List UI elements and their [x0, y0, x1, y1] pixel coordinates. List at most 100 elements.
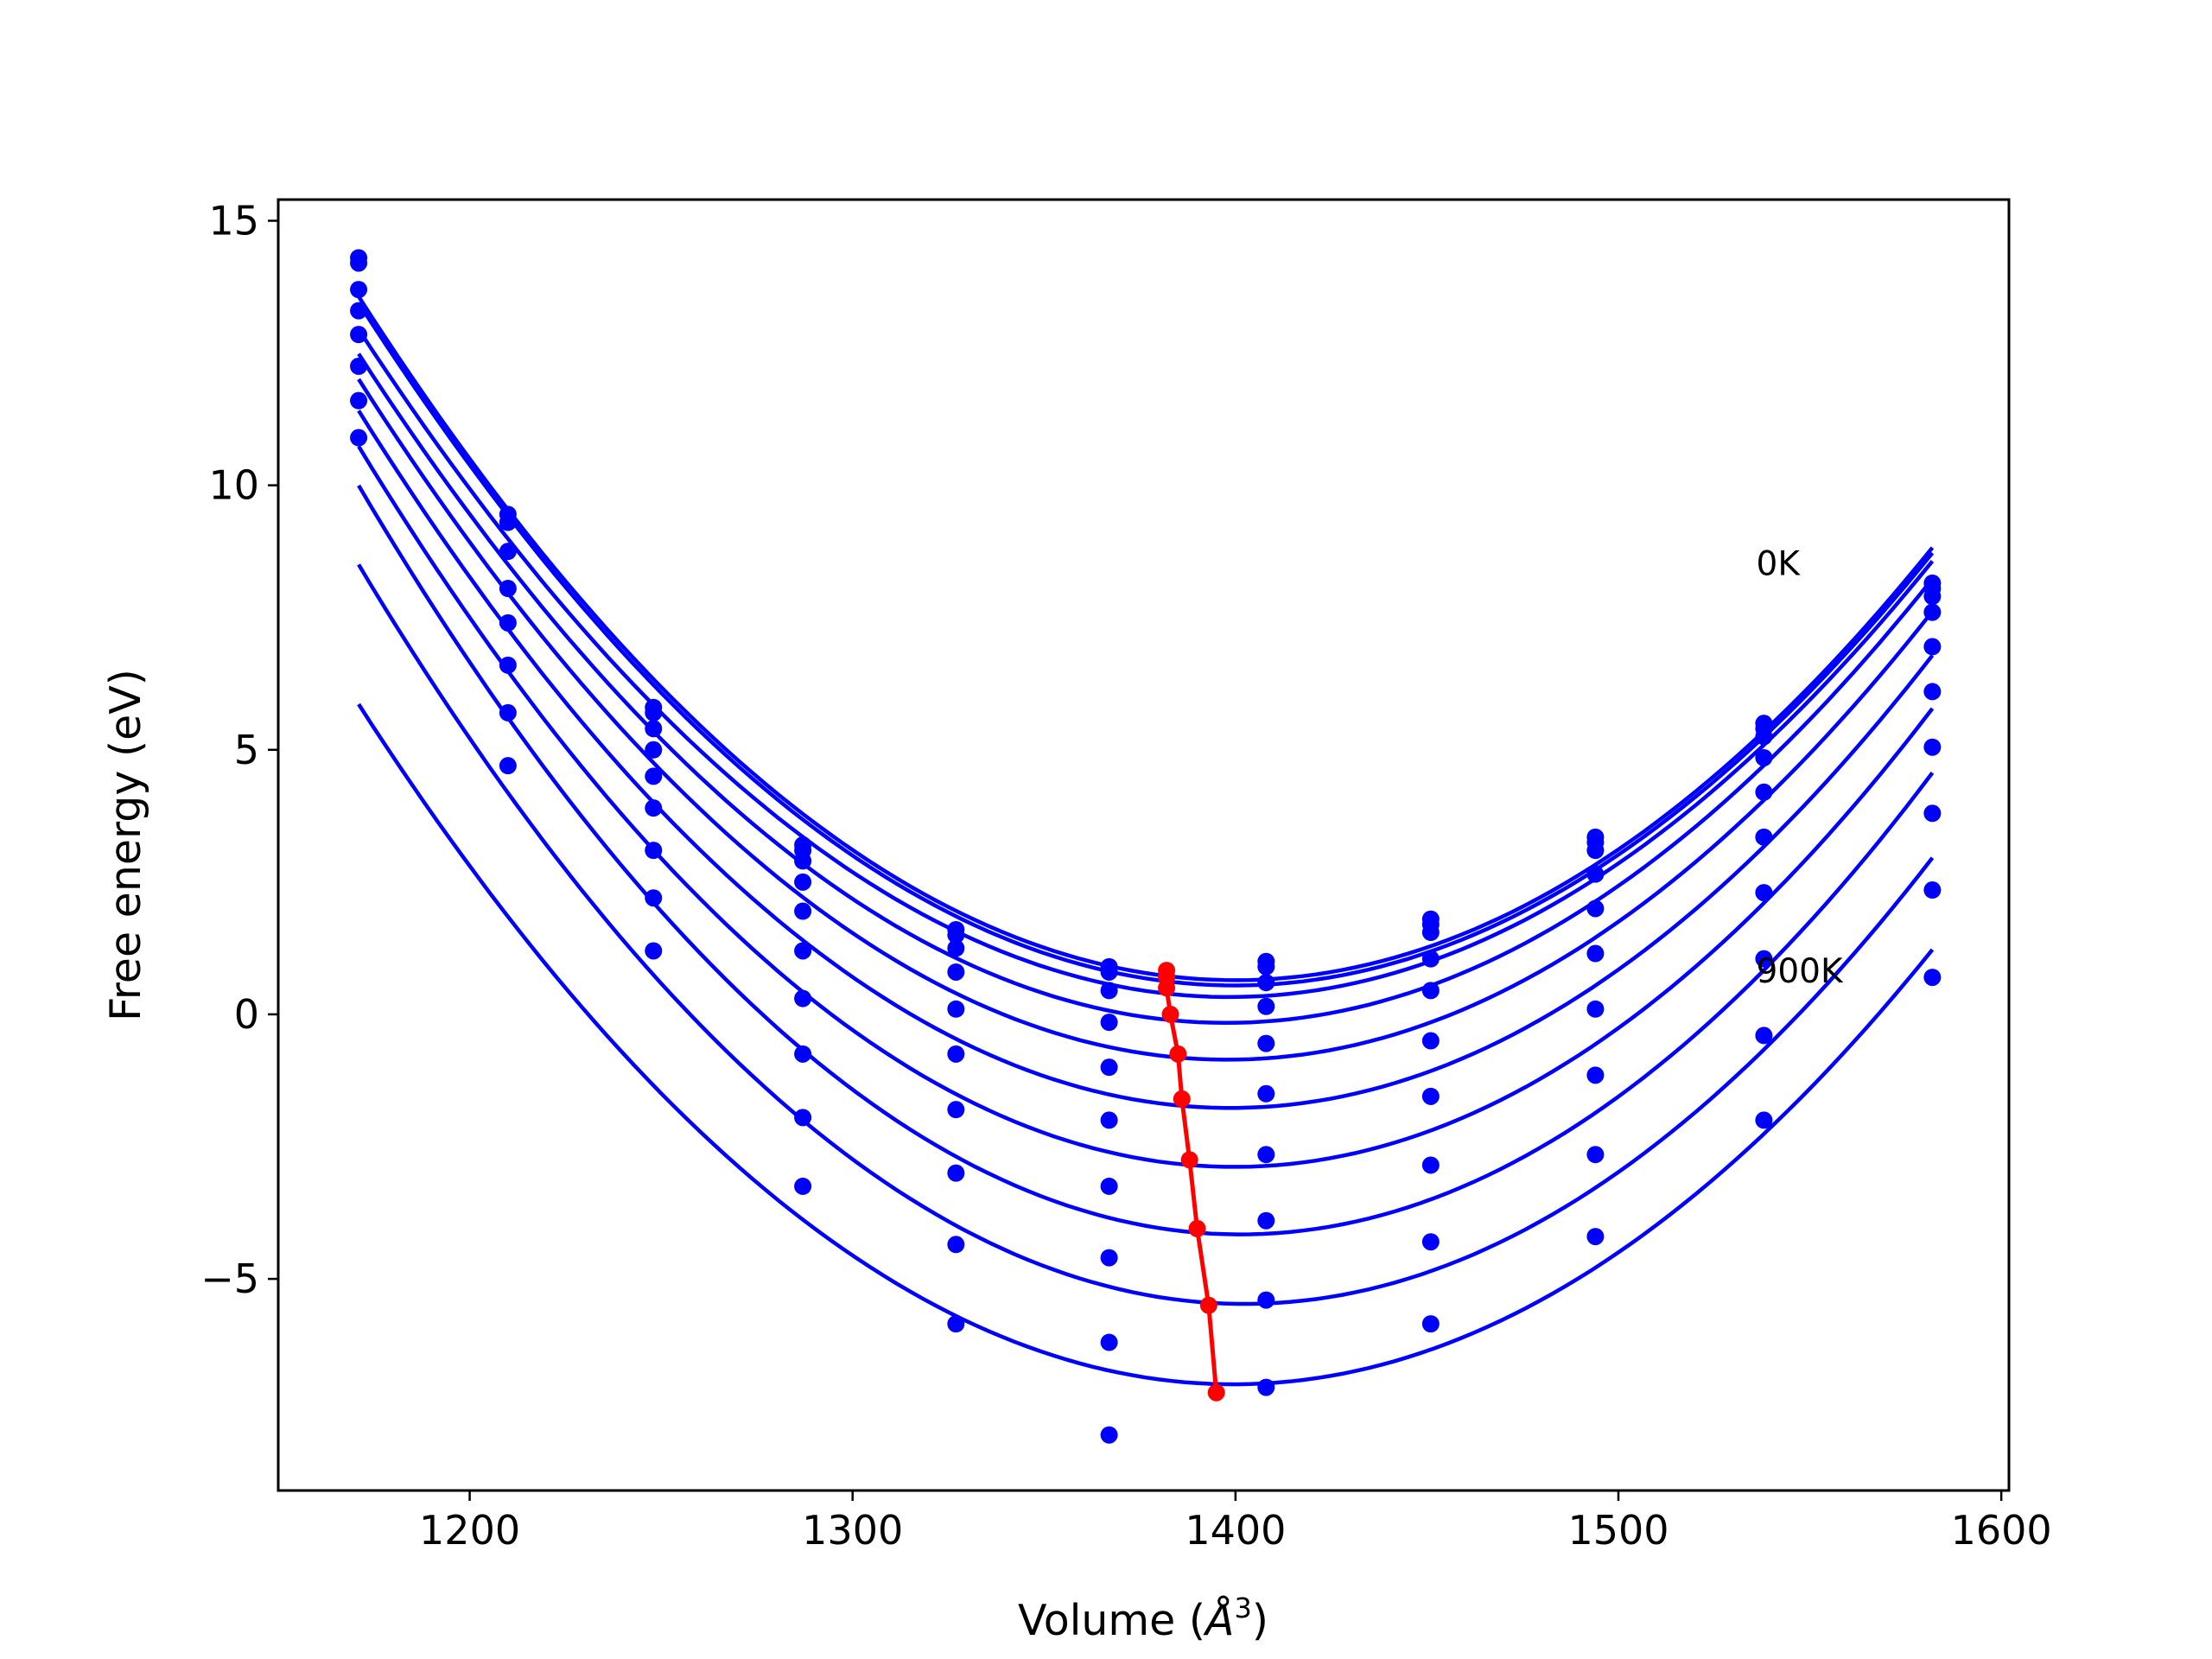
data-point-700K-1494 — [1586, 1066, 1605, 1084]
minimum-point-500K — [1173, 1090, 1191, 1108]
data-point-800K-1367 — [1100, 1333, 1118, 1351]
data-point-700K-1408 — [1257, 1211, 1275, 1230]
data-point-100K-1408 — [1257, 957, 1275, 976]
data-point-200K-1171 — [350, 281, 368, 299]
y-tick-label-15: 15 — [208, 197, 259, 244]
y-tick-label-5: 5 — [234, 727, 259, 773]
y-axis-label: Free energy (eV) — [101, 669, 150, 1021]
minimum-point-700K — [1188, 1219, 1206, 1237]
annotation-0k: 0K — [1757, 545, 1802, 584]
data-point-400K-1451 — [1421, 982, 1440, 1000]
minimum-point-300K — [1161, 1005, 1179, 1023]
data-point-300K-1582 — [1923, 603, 1942, 621]
data-point-500K-1171 — [350, 357, 368, 375]
fit-curve-400K — [357, 378, 1935, 1062]
data-point-600K-1367 — [1100, 1177, 1118, 1195]
data-point-800K-1327 — [947, 1236, 965, 1254]
data-point-300K-1408 — [1257, 997, 1275, 1015]
data-point-500K-1327 — [947, 1045, 965, 1063]
data-point-200K-1248 — [645, 720, 663, 738]
minimum-point-900K — [1207, 1383, 1225, 1402]
data-point-200K-1408 — [1257, 974, 1275, 992]
data-point-800K-1287 — [794, 1109, 812, 1127]
minima-line — [1164, 970, 1219, 1393]
data-point-300K-1327 — [947, 963, 965, 981]
fit-curve-200K — [357, 327, 1935, 1000]
data-point-100K-1367 — [1100, 963, 1118, 981]
data-point-900K-1327 — [947, 1315, 965, 1333]
x-tick-label-1400: 1400 — [1185, 1507, 1286, 1554]
x-tick-label-1500: 1500 — [1567, 1507, 1669, 1554]
data-point-600K-1494 — [1586, 1000, 1605, 1018]
x-tick-label-1200: 1200 — [419, 1507, 520, 1554]
data-point-600K-1582 — [1923, 738, 1942, 756]
data-point-500K-1451 — [1421, 1032, 1440, 1050]
data-point-500K-1494 — [1586, 944, 1605, 963]
data-point-800K-1538 — [1755, 1027, 1773, 1045]
data-point-900K-1367 — [1100, 1426, 1118, 1444]
data-point-600K-1538 — [1755, 884, 1773, 902]
data-point-900K-1494 — [1586, 1228, 1605, 1246]
data-point-800K-1451 — [1421, 1233, 1440, 1251]
fit-curve-800K — [357, 563, 1935, 1306]
data-point-400K-1582 — [1923, 638, 1942, 656]
fit-curve-600K — [357, 445, 1935, 1169]
data-point-700K-1210 — [499, 757, 517, 775]
fit-curve-300K — [357, 353, 1935, 1026]
data-point-900K-1287 — [794, 1177, 812, 1195]
data-point-600K-1327 — [947, 1101, 965, 1119]
data-point-700K-1582 — [1923, 804, 1942, 823]
data-point-500K-1210 — [499, 656, 517, 674]
data-point-500K-1538 — [1755, 828, 1773, 846]
data-point-200K-1327 — [947, 939, 965, 957]
fit-curve-500K — [357, 410, 1935, 1110]
minimum-point-600K — [1180, 1151, 1198, 1169]
fit-curves-layer — [357, 295, 1935, 1387]
data-point-500K-1367 — [1100, 1111, 1118, 1129]
data-point-400K-1287 — [794, 902, 812, 920]
minimum-point-200K — [1158, 979, 1176, 997]
data-point-600K-1287 — [794, 989, 812, 1007]
data-point-600K-1171 — [350, 391, 368, 410]
data-point-300K-1451 — [1421, 950, 1440, 968]
data-point-200K-1210 — [499, 543, 517, 561]
data-point-900K-1538 — [1755, 1111, 1773, 1129]
data-point-700K-1171 — [350, 429, 368, 447]
y-tick-label-0: 0 — [234, 991, 259, 1038]
data-point-900K-1582 — [1923, 969, 1942, 987]
y-axis-ticks: 15 10 5 0 −5 — [200, 197, 278, 1302]
data-point-400K-1494 — [1586, 899, 1605, 918]
data-point-700K-1451 — [1421, 1156, 1440, 1174]
data-point-500K-1287 — [794, 942, 812, 960]
data-point-300K-1171 — [350, 302, 368, 320]
data-point-200K-1451 — [1421, 924, 1440, 942]
data-point-600K-1248 — [645, 842, 663, 860]
x-axis-label: Volume (Å3) — [1018, 1592, 1268, 1645]
data-point-500K-1408 — [1257, 1084, 1275, 1103]
minimum-point-800K — [1199, 1296, 1217, 1314]
data-point-600K-1408 — [1257, 1146, 1275, 1164]
minima-layer — [1158, 962, 1225, 1402]
fit-curve-700K — [357, 484, 1935, 1236]
data-point-100K-1248 — [645, 703, 663, 721]
minimum-point-400K — [1169, 1045, 1187, 1063]
fit-curve-0K — [357, 295, 1935, 982]
data-point-700K-1248 — [645, 889, 663, 907]
y-tick-label--5: −5 — [200, 1255, 259, 1302]
data-point-900K-1408 — [1257, 1378, 1275, 1396]
data-point-300K-1494 — [1586, 865, 1605, 883]
data-point-300K-1538 — [1755, 748, 1773, 766]
data-point-600K-1451 — [1421, 1087, 1440, 1105]
fit-curve-900K — [357, 702, 1935, 1387]
fit-curve-100K — [357, 302, 1935, 988]
data-point-700K-1538 — [1755, 950, 1773, 968]
data-point-400K-1367 — [1100, 1058, 1118, 1077]
annotation-900k: 900K — [1757, 952, 1844, 991]
data-point-200K-1287 — [794, 852, 812, 870]
data-point-700K-1327 — [947, 1164, 965, 1182]
data-point-200K-1367 — [1100, 982, 1118, 1000]
data-point-100K-1210 — [499, 513, 517, 531]
y-tick-label-10: 10 — [208, 462, 259, 509]
data-point-400K-1171 — [350, 326, 368, 344]
